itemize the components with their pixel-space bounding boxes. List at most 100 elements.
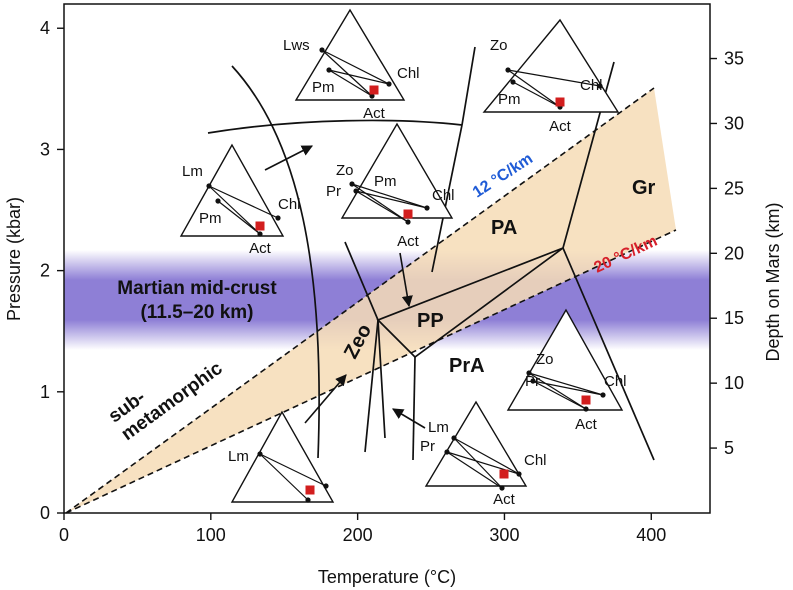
ternary-outline xyxy=(424,400,528,487)
mineral-label: Lm xyxy=(182,163,203,180)
mineral-point xyxy=(444,449,450,455)
mineral-label: Act xyxy=(363,105,386,122)
y2-tick-label: 10 xyxy=(724,373,744,393)
mineral-label: Lws xyxy=(283,37,310,54)
mineral-point xyxy=(326,67,332,73)
mineral-label: Zo xyxy=(336,162,354,179)
tie-line xyxy=(351,183,428,209)
ternary-zo-right: Zo Pr Chl Act xyxy=(506,308,627,433)
y2-tick-label: 30 xyxy=(724,113,744,133)
mineral-point xyxy=(353,188,359,194)
mineral-label: Chl xyxy=(397,65,420,82)
mineral-label: Pr xyxy=(420,438,435,455)
mineral-label: Act xyxy=(397,233,420,250)
mineral-label: Act xyxy=(249,240,272,257)
tie-line xyxy=(328,69,373,97)
tie-line xyxy=(208,185,261,235)
tie-line xyxy=(528,372,587,410)
mineral-point xyxy=(257,451,263,457)
bulk-composition-marker xyxy=(255,221,265,231)
mineral-point xyxy=(505,67,511,73)
mineral-label: Pr xyxy=(326,183,341,200)
x-tick-label: 300 xyxy=(489,525,519,545)
ternary-zo-mid: Zo Pr Pm Chl Act xyxy=(326,122,455,250)
band-label-line2: (11.5–20 km) xyxy=(140,302,253,323)
geotherm-20 xyxy=(65,229,677,514)
x-tick-label: 100 xyxy=(196,525,226,545)
tie-line xyxy=(208,185,279,219)
mineral-label: Act xyxy=(493,491,516,508)
tie-line xyxy=(259,453,309,501)
mineral-point xyxy=(305,497,311,503)
region-pp: PP xyxy=(417,310,444,332)
x-axis-label: Temperature (°C) xyxy=(318,567,456,587)
y2-tick-label: 5 xyxy=(724,438,734,458)
geotherm-12 xyxy=(65,87,655,514)
mineral-label: Zo xyxy=(490,37,508,54)
mineral-label: Pr xyxy=(525,373,540,390)
y-tick-label: 4 xyxy=(40,18,50,38)
x-tick-label: 0 xyxy=(59,525,69,545)
tie-line xyxy=(532,380,604,396)
mineral-label: Chl xyxy=(278,196,301,213)
mineral-label: Lm xyxy=(228,448,249,465)
tie-line xyxy=(355,190,409,223)
y2-tick-label: 15 xyxy=(724,308,744,328)
region-gr: Gr xyxy=(632,177,656,199)
mineral-label: Lm xyxy=(428,419,449,436)
mineral-point xyxy=(405,219,411,225)
mineral-point xyxy=(323,483,329,489)
y-axis-label: Pressure (kbar) xyxy=(4,197,24,321)
tie-line xyxy=(453,437,520,475)
band-label-line1: Martian mid-crust xyxy=(117,278,277,299)
mineral-label: Pm xyxy=(374,173,397,190)
x-tick-label: 400 xyxy=(636,525,666,545)
y2-tick-label: 25 xyxy=(724,178,744,198)
y-tick-label: 0 xyxy=(40,503,50,523)
mineral-point xyxy=(583,406,589,412)
mineral-point xyxy=(516,471,522,477)
tie-line xyxy=(453,437,503,489)
y-tick-label: 1 xyxy=(40,382,50,402)
plot-frame xyxy=(63,3,711,514)
mineral-point xyxy=(510,79,516,85)
mineral-point xyxy=(526,370,532,376)
mineral-point xyxy=(275,215,281,221)
mineral-point xyxy=(530,378,536,384)
tie-line xyxy=(321,49,390,85)
tie-line xyxy=(507,69,561,108)
x-tick-label: 200 xyxy=(343,525,373,545)
tie-line xyxy=(321,49,373,97)
mineral-point xyxy=(206,183,212,189)
ternary-lm-mid: Lm Pr Chl Act xyxy=(420,400,547,508)
tie-line xyxy=(351,183,409,223)
y-tick-label: 3 xyxy=(40,139,50,159)
tie-line xyxy=(217,200,261,235)
mineral-point xyxy=(451,435,457,441)
y2-tick-label: 35 xyxy=(724,49,744,69)
axis-ticks: 0 100 200 300 400 0 1 2 3 4 5 10 15 20 25 30 35 xyxy=(40,18,744,545)
mineral-point xyxy=(600,392,606,398)
y-tick-label: 2 xyxy=(40,261,50,281)
phase-boundaries xyxy=(207,46,655,461)
metamorphic-wedge xyxy=(66,88,676,513)
mineral-label: Act xyxy=(575,416,598,433)
mineral-label: Act xyxy=(549,118,572,135)
y2-axis-label: Depth on Mars (km) xyxy=(763,202,783,361)
mineral-label: Chl xyxy=(580,77,603,94)
mineral-label: Chl xyxy=(524,452,547,469)
mineral-point xyxy=(424,205,430,211)
tie-line xyxy=(446,451,503,489)
mineral-point xyxy=(386,81,392,87)
mineral-point xyxy=(499,485,505,491)
ternary-zo-top: Zo Chl Pm Act xyxy=(482,18,620,135)
tie-line xyxy=(512,81,561,108)
bulk-composition-marker xyxy=(581,395,591,405)
bulk-composition-marker xyxy=(499,469,509,479)
mineral-point xyxy=(349,181,355,187)
bulk-composition-marker xyxy=(305,485,315,495)
mineral-label: Zo xyxy=(536,351,554,368)
ternary-outline xyxy=(506,308,624,411)
mineral-point xyxy=(369,93,375,99)
